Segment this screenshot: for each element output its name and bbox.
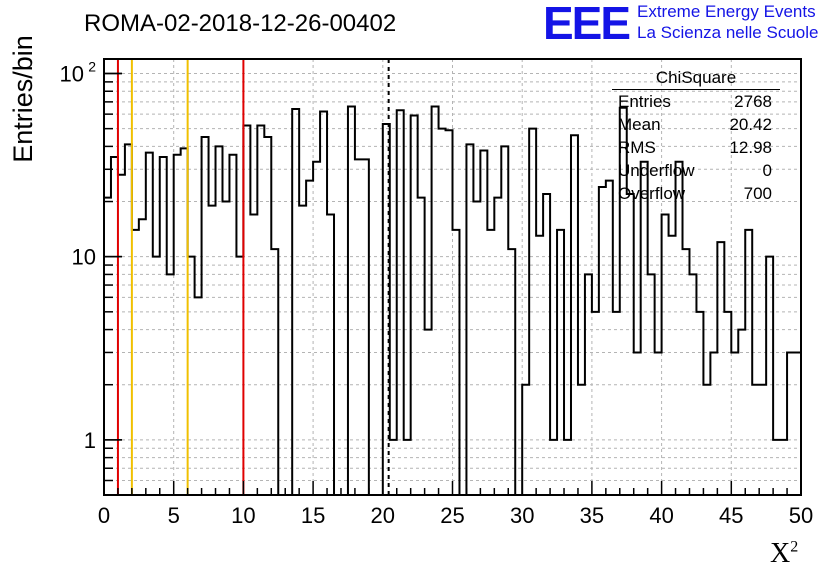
stats-value: 2768: [734, 92, 772, 111]
stats-row-rms: RMS 12.98: [612, 136, 780, 159]
y-axis-label: Entries/bin: [8, 35, 38, 163]
stats-value: 700: [743, 184, 772, 203]
stats-label: Overflow: [618, 184, 686, 203]
x-tick-label: 40: [649, 503, 673, 528]
stats-value: 0: [762, 161, 772, 180]
histogram-steps: [104, 105, 801, 495]
y-tick-label: 1: [84, 428, 96, 453]
stats-label: Entries: [618, 92, 671, 111]
stats-value: 12.98: [729, 138, 772, 157]
x-tick-label: 45: [719, 503, 743, 528]
x-tick-label: 50: [789, 503, 813, 528]
stats-row-mean: Mean 20.42: [612, 113, 780, 136]
stats-box: ChiSquare Entries 2768 Mean 20.42 RMS 12.98…: [612, 68, 780, 205]
x-tick-label: 10: [231, 503, 255, 528]
logo-subtitle-2: La Scienza nelle Scuole: [637, 23, 819, 42]
x-tick-label: 30: [510, 503, 534, 528]
x-tick-label: 20: [371, 503, 395, 528]
x-tick-label: 25: [440, 503, 464, 528]
stats-label: Underflow: [618, 161, 695, 180]
y-tick-label: 10: [60, 62, 84, 87]
stats-row-underflow: Underflow 0: [612, 159, 780, 182]
x-tick-label: 0: [98, 503, 110, 528]
x-axis-label-base: X: [770, 538, 791, 569]
stats-value: 20.42: [729, 115, 772, 134]
y-tick-label: 10: [72, 245, 96, 270]
logo-subtitle-1: Extreme Energy Events: [637, 2, 816, 21]
run-title: ROMA-02-2018-12-26-00402: [84, 10, 397, 37]
x-tick-label: 35: [580, 503, 604, 528]
y-tick-label-exponent: 2: [88, 59, 96, 75]
stats-row-entries: Entries 2768: [612, 90, 780, 113]
stats-label: Mean: [618, 115, 661, 134]
eee-logo: EEE: [543, 0, 631, 49]
x-tick-label: 5: [168, 503, 180, 528]
x-axis-label-sup: 2: [790, 538, 799, 556]
stats-label: RMS: [618, 138, 656, 157]
stats-row-overflow: Overflow 700: [612, 182, 780, 205]
x-tick-label: 15: [301, 503, 325, 528]
x-axis-label: X2: [770, 538, 798, 570]
stats-box-title: ChiSquare: [612, 68, 780, 90]
